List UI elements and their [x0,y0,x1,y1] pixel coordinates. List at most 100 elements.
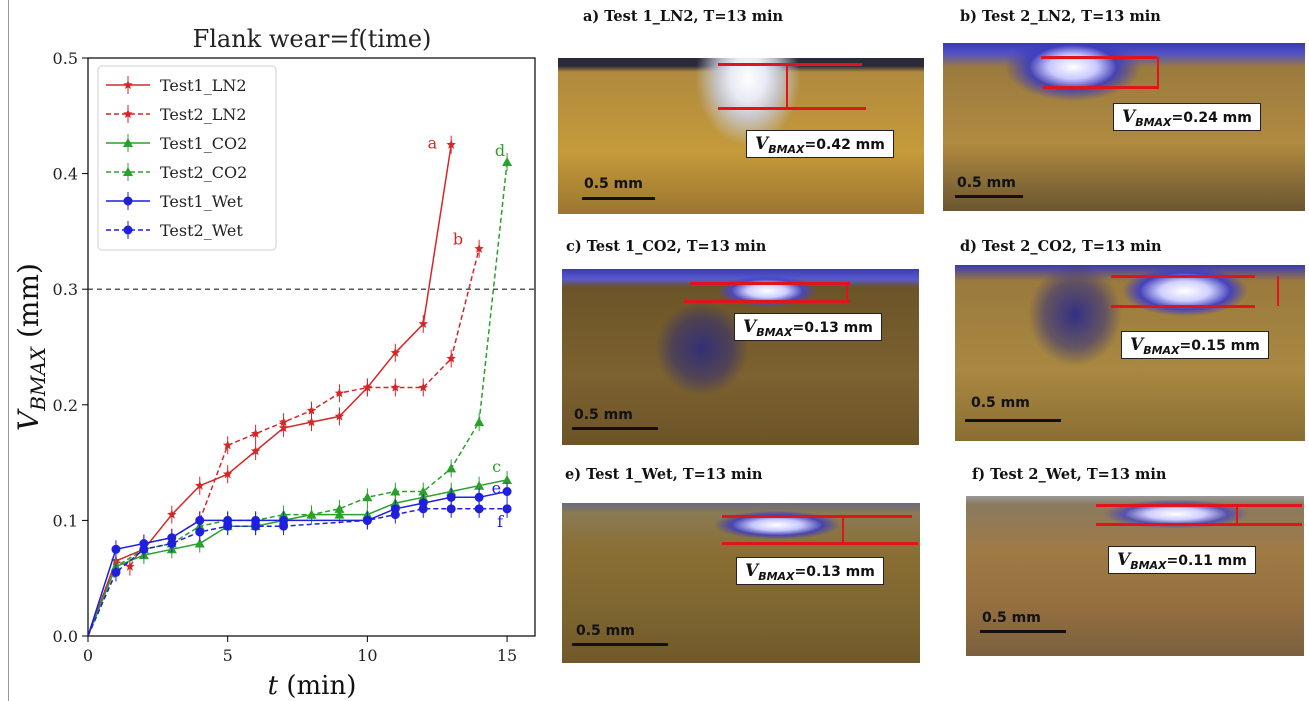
micrograph-b: VBMAX=0.24 mm 0.5 mm [943,43,1305,211]
data-point [418,382,428,392]
micrograph-e: VBMAX=0.13 mm 0.5 mm [562,503,920,663]
data-point [222,440,233,450]
data-point [474,480,485,490]
vbmax-box-c: VBMAX=0.13 mm [734,313,882,341]
data-point [278,417,289,427]
data-point [334,503,345,513]
data-point [250,428,261,438]
scale-bar-d [965,419,1061,422]
micrograph-f: VBMAX=0.11 mm 0.5 mm [966,496,1304,656]
series-line [88,490,508,636]
series-end-label: c [492,457,501,476]
scale-bar-f [980,630,1066,633]
data-point [111,544,121,554]
series-line [88,479,508,636]
scale-bar-b [955,195,1023,198]
data-point [167,539,177,549]
data-point [222,469,233,479]
panel-f-title: f) Test 2_Wet, T=13 min [972,466,1167,483]
series-Test1_Wet [88,482,512,636]
data-point [502,504,512,514]
data-point [446,353,456,363]
vbmax-box-d: VBMAX=0.15 mm [1121,331,1269,359]
data-point [362,515,372,525]
data-point [334,411,345,421]
legend-marker [123,138,133,147]
data-point [418,318,428,328]
scale-label-d: 0.5 mm [971,395,1030,411]
scale-label-f: 0.5 mm [982,610,1041,626]
x-tick-label: 10 [357,646,377,665]
x-tick-label: 5 [223,646,233,665]
svg-text:VBMAX (mm): VBMAX (mm) [12,263,50,431]
panel-e-title: e) Test 1_Wet, T=13 min [565,466,763,483]
plot-frame [87,57,536,637]
legend-label: Test2_Wet [160,221,243,240]
data-point [390,510,400,520]
y-tick-label: 0.2 [53,396,78,415]
data-point [306,417,317,427]
y-axis-label: VBMAX (mm) [12,263,50,431]
legend-label: Test1_Wet [160,192,243,211]
x-tick-label: 0 [83,646,93,665]
data-point [474,417,485,427]
legend-marker [123,167,133,176]
legend-marker [123,109,133,118]
series-end-label: e [492,479,501,498]
legend-label: Test1_LN2 [160,76,247,95]
legend-marker [123,196,133,206]
scale-label-b: 0.5 mm [957,175,1016,191]
data-point [306,405,317,415]
chart-title: Flank wear=f(time) [193,25,432,53]
x-axis-label: t (min) [268,671,357,701]
data-point [390,382,401,392]
legend-marker [123,225,133,235]
data-point [195,480,205,490]
data-point [111,567,121,577]
data-point [139,544,149,554]
data-point [502,157,513,167]
panel-d-title: d) Test 2_CO2, T=13 min [960,238,1162,255]
panel-a-title: a) Test 1_LN2, T=13 min [583,8,784,25]
vbmax-box-a: VBMAX=0.42 mm [746,130,894,158]
scale-bar-e [572,643,668,646]
data-point [223,521,233,531]
data-point [362,382,373,392]
panel-b-title: b) Test 2_LN2, T=13 min [960,8,1161,25]
scale-bar-c [572,427,658,430]
scale-label-e: 0.5 mm [576,623,635,639]
data-point [418,486,429,496]
series-line [88,248,480,636]
data-point [502,474,513,484]
y-tick-label: 0.1 [53,511,78,530]
micrograph-d: VBMAX=0.15 mm 0.5 mm [955,265,1305,441]
data-point [418,504,428,514]
data-point [334,388,345,398]
data-point [474,504,484,514]
series-line [88,144,452,636]
legend-label: Test1_CO2 [160,134,247,153]
vbmax-box-e: VBMAX=0.13 mm [736,557,884,585]
data-point [251,521,261,531]
x-tick-label: 15 [497,646,517,665]
series-line [88,161,508,636]
flank-wear-chart: Flank wear=f(time) 0 5 10 15 0.0 0.1 0.2 0.3 0.4… [12,25,536,701]
legend-label: Test2_LN2 [160,105,247,124]
data-point [167,509,177,519]
series-Test2_Wet [88,499,512,636]
scale-label-c: 0.5 mm [574,407,633,423]
y-tick-label: 0.0 [53,627,78,646]
vbmax-box-f: VBMAX=0.11 mm [1108,546,1256,574]
series-end-label: d [495,141,505,160]
legend-marker [123,80,133,89]
series-Test2_LN2 [88,239,484,636]
data-point [125,561,135,571]
data-point [250,446,261,456]
micrograph-a: VBMAX=0.42 mm 0.5 mm [558,58,924,214]
figure-border [8,0,9,701]
data-point [390,486,401,496]
data-point [390,347,401,357]
data-point [306,509,317,519]
data-point [446,463,457,473]
data-point [474,243,484,253]
